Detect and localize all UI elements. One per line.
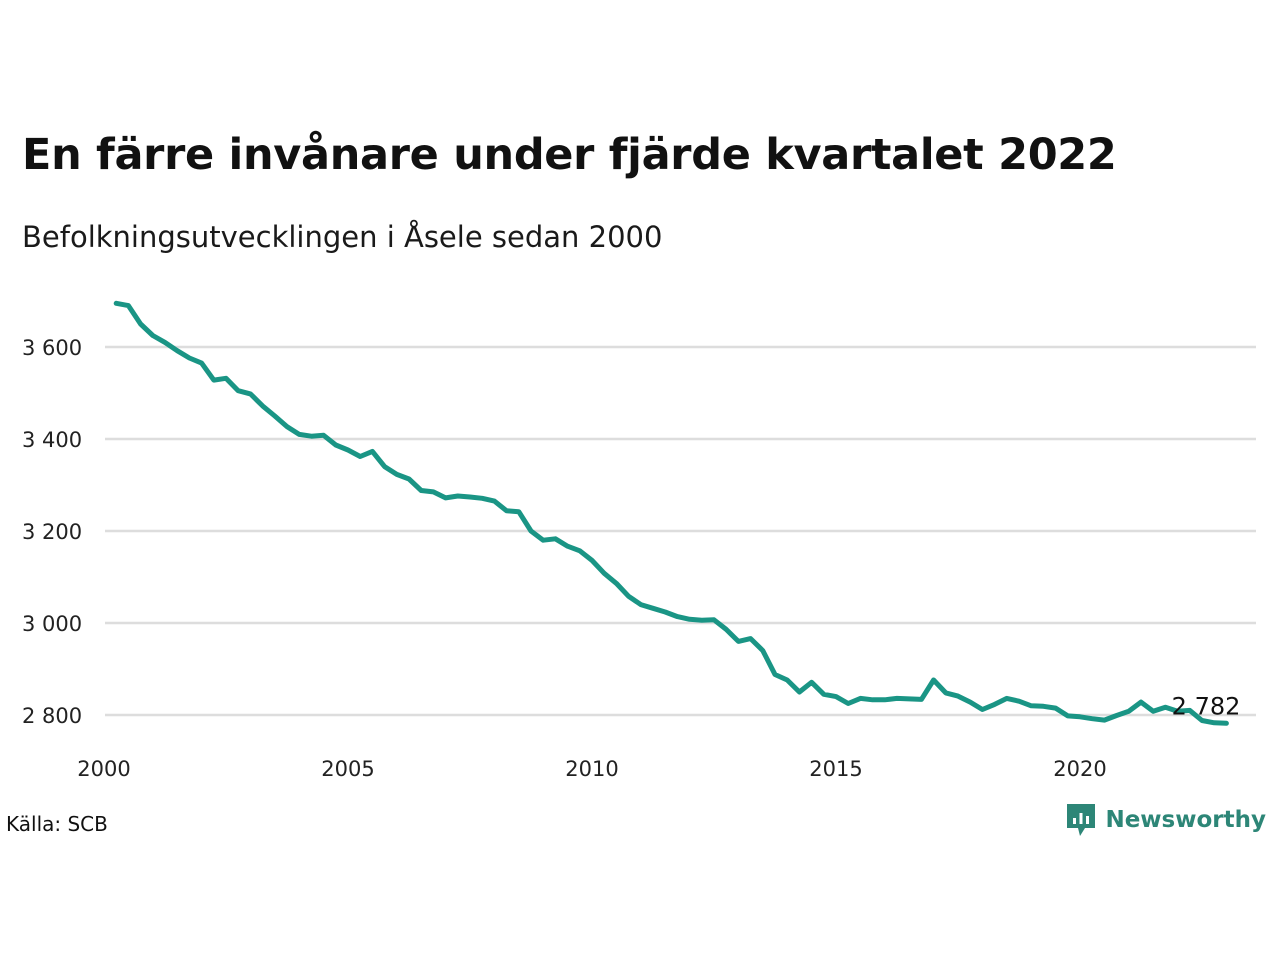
brand-name: Newsworthy bbox=[1105, 807, 1266, 833]
newsworthy-logo-icon bbox=[1067, 804, 1096, 836]
x-tick-label: 2000 bbox=[77, 757, 130, 781]
source-note: Källa: SCB bbox=[6, 812, 108, 836]
brand-logo: Newsworthy bbox=[1065, 802, 1266, 838]
x-tick-label: 2015 bbox=[809, 757, 862, 781]
y-tick-label: 2 800 bbox=[22, 704, 82, 728]
y-tick-label: 3 400 bbox=[22, 428, 82, 452]
chart-title: En färre invånare under fjärde kvartalet… bbox=[22, 130, 1117, 180]
y-tick-label: 3 000 bbox=[22, 612, 82, 636]
x-tick-label: 2005 bbox=[321, 757, 374, 781]
last-value-label: 2 782 bbox=[1172, 692, 1241, 720]
line-chart: 2 800 3 000 3 200 3 400 3 600 2000 2005 2010 20… bbox=[22, 300, 1256, 781]
y-tick-label: 3 200 bbox=[22, 520, 82, 544]
population-series-line bbox=[113, 300, 1229, 726]
chart-subtitle: Befolkningsutvecklingen i Åsele sedan 20… bbox=[22, 220, 663, 254]
y-tick-label: 3 600 bbox=[22, 336, 82, 360]
x-tick-label: 2020 bbox=[1053, 757, 1106, 781]
x-tick-label: 2010 bbox=[565, 757, 618, 781]
